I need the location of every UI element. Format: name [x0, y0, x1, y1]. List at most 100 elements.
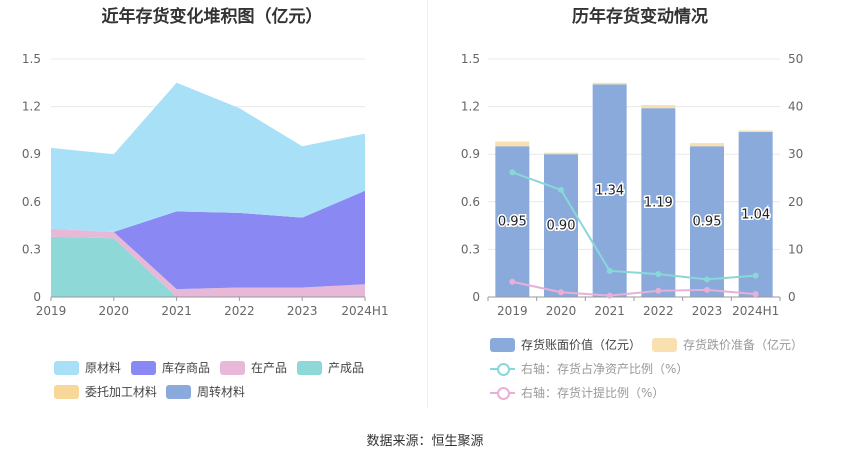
legend-item[interactable]: 右轴：存货计提比例（%） [490, 384, 664, 401]
line-point [558, 289, 564, 296]
legend-item[interactable]: 委托加工材料 [54, 383, 157, 400]
left-x-tick-label: 2021 [161, 304, 192, 318]
bar-book-value [690, 146, 724, 297]
legend-label: 周转材料 [197, 385, 246, 399]
bar-value-label: 0.90 [547, 219, 576, 234]
legend-item[interactable]: 存货账面价值（亿元） [490, 336, 641, 353]
left-x-tick-label: 2022 [224, 304, 255, 318]
legend-swatch [131, 360, 156, 375]
right-x-tick-label: 2024H1 [732, 304, 779, 318]
line-point [606, 292, 613, 299]
legend-label: 右轴：存货计提比例（%） [521, 386, 665, 400]
line-point [704, 286, 710, 293]
line-point [509, 169, 516, 176]
right-y-tick-label: 0.3 [461, 242, 480, 256]
line-point [655, 271, 662, 278]
legend-item[interactable]: 产成品 [297, 359, 364, 376]
right-y2-tick-label: 10 [788, 242, 803, 256]
right-y-tick-label: 0 [472, 290, 480, 304]
right-x-tick-label: 2021 [594, 304, 625, 318]
legend-swatch [490, 386, 515, 400]
right-y2-tick-label: 20 [788, 195, 803, 209]
legend-swatch [490, 362, 515, 376]
line-point [558, 186, 564, 193]
area-series-原材料 [51, 82, 365, 232]
bar-value-label: 0.95 [498, 215, 527, 230]
line-point [655, 287, 662, 294]
area-series-产成品 [51, 236, 365, 297]
left-chart-title: 近年存货变化堆积图（亿元） [101, 7, 323, 27]
area-series-在产品 [51, 228, 365, 297]
left-x-tick-label: 2023 [287, 304, 318, 318]
left-y-tick-label: 1.5 [22, 52, 41, 66]
left-y-tick-label: 0.6 [22, 195, 41, 209]
right-x-tick-label: 2022 [643, 304, 674, 318]
bar-book-value [738, 131, 773, 297]
bar-impairment [690, 143, 724, 147]
right-x-tick-label: 2023 [692, 304, 723, 318]
legend-item[interactable]: 原材料 [54, 359, 121, 376]
right-x-tick-label: 2020 [546, 304, 577, 318]
legend-label: 库存商品 [162, 361, 211, 375]
legend-item[interactable]: 存货跌价准备（亿元） [652, 336, 803, 353]
legend-swatch [490, 337, 515, 352]
bar-impairment [738, 130, 773, 132]
bar-value-label: 0.95 [693, 215, 722, 230]
right-y-tick-label: 0.9 [461, 147, 480, 161]
right-y-tick-label: 1.2 [461, 100, 480, 114]
line-point [752, 272, 759, 279]
bar-value-label: 1.34 [595, 184, 624, 199]
right-x-tick-label: 2019 [497, 304, 528, 318]
legend-swatch [652, 337, 677, 352]
legend-swatch [220, 360, 245, 375]
left-x-tick-label: 2019 [36, 304, 67, 318]
line-point [752, 291, 759, 298]
bar-impairment [544, 152, 578, 155]
legend-swatch [297, 360, 322, 375]
right-y2-tick-label: 0 [788, 290, 796, 304]
line-point [704, 276, 710, 283]
right-y2-tick-label: 50 [788, 52, 803, 66]
bar-book-value [592, 84, 627, 298]
left-y-tick-label: 0.3 [22, 242, 41, 256]
legend-label: 委托加工材料 [85, 385, 158, 399]
legend-label: 存货账面价值（亿元） [521, 338, 642, 352]
legend-item[interactable]: 在产品 [220, 359, 287, 376]
bar-impairment [495, 141, 530, 147]
right-y2-tick-label: 40 [788, 100, 803, 114]
right-y-tick-label: 0.6 [461, 195, 480, 209]
legend-swatch [54, 384, 79, 399]
legend-label: 在产品 [251, 361, 288, 375]
chart-divider [427, 0, 428, 408]
line-point [509, 278, 516, 285]
bar-book-value [544, 154, 578, 297]
left-y-tick-label: 0 [33, 290, 41, 304]
legend-label: 右轴：存货占净资产比例（%） [521, 362, 689, 376]
right-chart-title: 历年存货变动情况 [572, 7, 708, 27]
line-series-1 [512, 280, 756, 297]
data-source-note: 数据来源：恒生聚源 [366, 434, 484, 449]
legend-label: 原材料 [85, 361, 122, 375]
line-series-0 [511, 171, 756, 281]
bar-book-value [641, 108, 676, 297]
line-point [606, 267, 613, 274]
area-series-库存商品 [51, 190, 365, 290]
legend-item[interactable]: 周转材料 [166, 383, 245, 400]
right-y2-tick-label: 30 [788, 147, 803, 161]
left-y-tick-label: 0.9 [22, 147, 41, 161]
legend-item[interactable]: 库存商品 [131, 359, 210, 376]
left-y-tick-label: 1.2 [22, 100, 41, 114]
legend-label: 存货跌价准备（亿元） [683, 338, 804, 352]
bar-impairment [592, 82, 627, 85]
bar-value-label: 1.04 [741, 207, 770, 222]
legend-swatch [54, 360, 79, 375]
left-x-tick-label: 2024H1 [341, 304, 388, 318]
legend-item[interactable]: 右轴：存货占净资产比例（%） [490, 360, 688, 377]
left-x-tick-label: 2020 [99, 304, 130, 318]
legend-swatch [166, 384, 191, 399]
bar-impairment [641, 105, 676, 109]
legend-label: 产成品 [328, 361, 365, 375]
bar-value-label: 1.19 [644, 196, 673, 211]
right-y-tick-label: 1.5 [461, 52, 480, 66]
